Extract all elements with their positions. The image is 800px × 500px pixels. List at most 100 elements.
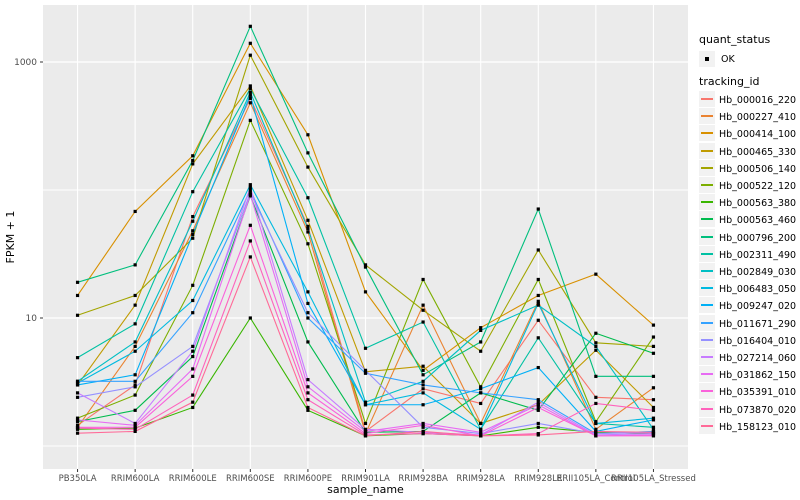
data-point bbox=[594, 420, 598, 424]
legend-color-line-icon bbox=[701, 270, 713, 272]
data-point bbox=[248, 24, 252, 28]
x-tick-label: RRIM600LA bbox=[111, 474, 160, 484]
data-point bbox=[306, 391, 310, 395]
data-point bbox=[191, 400, 195, 404]
data-point bbox=[651, 374, 656, 378]
data-point bbox=[248, 96, 252, 100]
legend-color-line-icon bbox=[701, 252, 713, 255]
data-point bbox=[133, 408, 137, 412]
data-point bbox=[594, 374, 598, 378]
data-point bbox=[421, 277, 425, 282]
data-point bbox=[191, 367, 195, 371]
data-point bbox=[479, 430, 483, 434]
data-point bbox=[306, 408, 310, 412]
tracking-id-legend-title: tracking_id bbox=[699, 75, 760, 88]
data-point bbox=[421, 429, 425, 434]
data-point bbox=[363, 265, 368, 269]
data-point bbox=[651, 386, 656, 390]
data-point bbox=[191, 283, 195, 287]
x-tick-label: RRII105LA_Control bbox=[556, 474, 635, 484]
data-point bbox=[133, 263, 137, 267]
data-point bbox=[363, 371, 368, 375]
data-point bbox=[306, 165, 310, 169]
legend-color-line-icon bbox=[701, 149, 713, 152]
data-point bbox=[363, 434, 368, 438]
data-point bbox=[536, 277, 540, 282]
data-point bbox=[306, 398, 310, 402]
x-tick-label: RRIM901LA bbox=[341, 474, 390, 484]
quant-status-legend-label: OK bbox=[721, 54, 735, 65]
legend-item-label: Hb_000563_380 bbox=[719, 198, 797, 210]
data-point bbox=[133, 421, 137, 426]
data-point bbox=[651, 405, 656, 410]
data-point bbox=[479, 427, 483, 431]
legend-key bbox=[699, 331, 715, 348]
y-tick-label: 10 bbox=[26, 314, 38, 324]
data-point bbox=[651, 425, 656, 429]
quant-status-legend-key bbox=[699, 51, 715, 67]
data-point bbox=[306, 301, 310, 306]
data-point bbox=[651, 418, 656, 422]
data-point bbox=[133, 373, 137, 377]
data-point bbox=[75, 391, 80, 395]
legend-key bbox=[699, 263, 715, 279]
data-point bbox=[363, 427, 368, 431]
x-tick-label: RRIM600LE bbox=[169, 474, 217, 484]
data-point bbox=[306, 224, 310, 228]
legend-item-label: Hb_158123_010 bbox=[719, 421, 797, 433]
data-point bbox=[191, 298, 195, 303]
data-point bbox=[421, 379, 425, 383]
data-point bbox=[651, 427, 656, 431]
data-point bbox=[75, 293, 80, 298]
data-point bbox=[306, 230, 310, 234]
data-point bbox=[191, 344, 195, 348]
data-point bbox=[306, 242, 310, 246]
data-point bbox=[651, 335, 656, 339]
legend-color-line-icon bbox=[701, 424, 713, 427]
data-point bbox=[133, 383, 137, 387]
data-point bbox=[191, 354, 195, 359]
legend-key bbox=[699, 211, 715, 228]
legend-key bbox=[699, 383, 715, 400]
data-point bbox=[306, 226, 310, 231]
legend-key bbox=[699, 91, 715, 107]
legend-color-line-icon bbox=[701, 235, 713, 238]
data-point bbox=[306, 405, 310, 410]
legend-color-line-icon bbox=[701, 373, 713, 376]
legend-key bbox=[699, 366, 715, 383]
data-point bbox=[421, 320, 425, 324]
y-tick-label: 1000 bbox=[14, 58, 37, 68]
data-point bbox=[594, 429, 598, 434]
data-point bbox=[191, 158, 195, 163]
legend-color-line-icon bbox=[701, 218, 713, 221]
data-point bbox=[363, 368, 368, 372]
data-point bbox=[421, 403, 425, 407]
data-point bbox=[133, 379, 137, 383]
data-point bbox=[191, 232, 195, 236]
data-point bbox=[133, 429, 137, 434]
legend-key bbox=[699, 280, 715, 297]
data-point bbox=[75, 426, 80, 430]
data-point bbox=[594, 348, 598, 352]
data-point bbox=[133, 293, 137, 298]
data-point bbox=[75, 423, 80, 427]
data-point bbox=[363, 290, 368, 294]
legend-item-label: Hb_000796_200 bbox=[719, 232, 797, 244]
data-point bbox=[594, 401, 598, 406]
data-point bbox=[248, 86, 252, 91]
x-tick-label: RRIM928BA bbox=[398, 474, 448, 484]
legend-color-line-icon bbox=[701, 356, 713, 358]
data-point bbox=[75, 383, 80, 387]
data-point bbox=[651, 351, 656, 355]
data-point bbox=[421, 391, 425, 395]
data-point bbox=[306, 311, 310, 315]
data-point bbox=[248, 191, 252, 195]
data-point bbox=[479, 391, 483, 395]
legend-item-label: Hb_000563_460 bbox=[719, 215, 797, 227]
legend-key bbox=[699, 228, 715, 245]
data-point bbox=[191, 229, 195, 233]
legend-color-line-icon bbox=[701, 304, 713, 307]
data-point bbox=[306, 151, 310, 155]
data-point bbox=[248, 193, 252, 197]
legend-color-line-icon bbox=[701, 184, 713, 186]
